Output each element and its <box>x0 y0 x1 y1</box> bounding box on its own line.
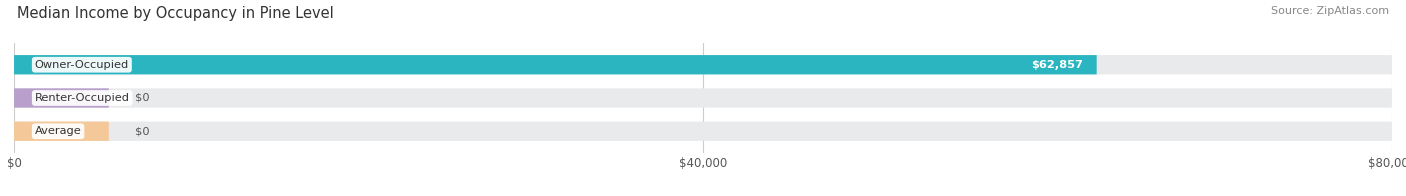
Text: Renter-Occupied: Renter-Occupied <box>35 93 129 103</box>
Text: Owner-Occupied: Owner-Occupied <box>35 60 129 70</box>
Text: Source: ZipAtlas.com: Source: ZipAtlas.com <box>1271 6 1389 16</box>
Text: $0: $0 <box>135 93 149 103</box>
Text: Average: Average <box>35 126 82 136</box>
FancyBboxPatch shape <box>14 122 1392 141</box>
FancyBboxPatch shape <box>14 88 1392 108</box>
FancyBboxPatch shape <box>14 88 108 108</box>
FancyBboxPatch shape <box>14 55 1097 74</box>
Text: $0: $0 <box>135 126 149 136</box>
FancyBboxPatch shape <box>14 122 108 141</box>
FancyBboxPatch shape <box>14 55 1392 74</box>
Text: Median Income by Occupancy in Pine Level: Median Income by Occupancy in Pine Level <box>17 6 333 21</box>
Text: $62,857: $62,857 <box>1031 60 1083 70</box>
